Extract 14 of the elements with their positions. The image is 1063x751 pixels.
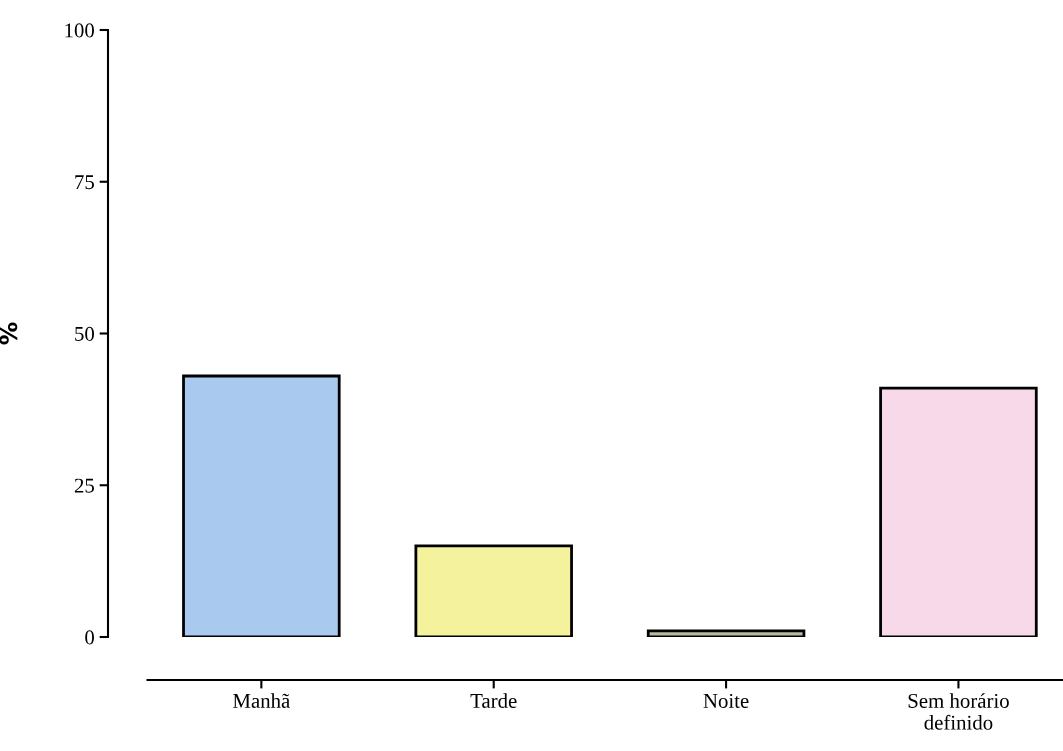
y-tick-label: 50 bbox=[75, 326, 95, 341]
y-axis-title: % bbox=[0, 322, 18, 345]
x-tick-label: Manhã bbox=[233, 693, 290, 708]
x-tick-label: Tarde bbox=[470, 693, 517, 708]
y-tick-label: 25 bbox=[74, 478, 94, 493]
x-tick-label: Sem horário definido bbox=[908, 693, 1009, 730]
bar bbox=[414, 544, 573, 637]
bar bbox=[879, 386, 1038, 637]
y-tick-label: 0 bbox=[85, 630, 95, 645]
y-tick-label: 75 bbox=[75, 175, 94, 190]
bar bbox=[646, 629, 806, 637]
x-tick-label: Noite bbox=[703, 693, 749, 708]
y-tick-label: 100 bbox=[65, 23, 95, 38]
bar bbox=[182, 374, 341, 637]
